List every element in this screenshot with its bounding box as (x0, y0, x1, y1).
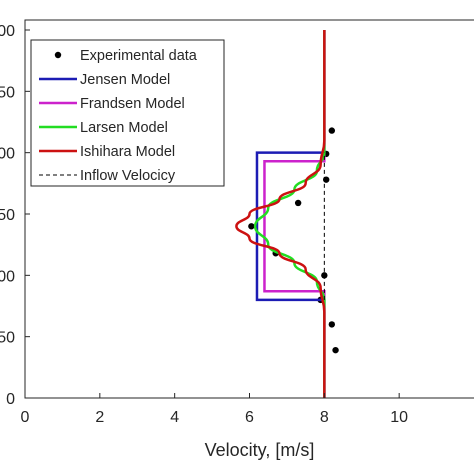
legend-item: Larsen Model (39, 120, 168, 136)
frandsen-model-line (263, 30, 326, 398)
data-point (248, 223, 255, 230)
legend-label: Jensen Model (80, 72, 170, 88)
x-tick-label: 10 (390, 409, 408, 426)
x-tick-label: 2 (95, 409, 104, 426)
legend-item: Inflow Velocicy (39, 168, 176, 184)
legend-label: Inflow Velocicy (80, 168, 176, 184)
x-tick-label: 8 (320, 409, 329, 426)
data-point (332, 346, 339, 354)
x-tick-label: 6 (245, 409, 254, 426)
legend-label: Frandsen Model (80, 96, 185, 112)
legend-label: Larsen Model (80, 120, 168, 136)
x-tick-labels: 0 2 4 6 8 10 (21, 409, 409, 426)
x-tick-label: 4 (170, 409, 179, 426)
data-point (328, 127, 336, 134)
plot-frame (24, 19, 474, 399)
y-tick-label: 150 (0, 207, 15, 224)
legend: Experimental data Jensen Model Frandsen Mo… (30, 39, 225, 187)
y-tick-label: 300 (0, 23, 15, 40)
data-point (294, 199, 302, 207)
legend-box (30, 39, 225, 187)
data-point (328, 321, 336, 328)
legend-label: Experimental data (80, 48, 198, 64)
y-tick-label: 100 (0, 268, 15, 285)
larsen-model-line (253, 30, 326, 398)
legend-marker (54, 51, 62, 59)
ishihara-model-line (235, 30, 326, 398)
y-tick-labels: 0 50 100 150 200 250 300 (0, 23, 15, 408)
x-tick-label: 0 (21, 409, 30, 426)
axis-ticks (24, 29, 400, 399)
y-tick-label: 200 (0, 146, 15, 163)
legend-item: Ishihara Model (39, 144, 175, 160)
y-tick-label: 50 (0, 330, 15, 347)
legend-label: Ishihara Model (80, 144, 175, 160)
y-tick-label: 250 (0, 84, 15, 101)
legend-item: Jensen Model (39, 72, 170, 88)
legend-item: Experimental data (54, 48, 198, 64)
legend-item: Frandsen Model (39, 96, 185, 112)
series-layer (235, 30, 339, 398)
y-tick-label: 0 (6, 391, 15, 408)
x-axis-label: Velocity, [m/s] (205, 440, 315, 460)
